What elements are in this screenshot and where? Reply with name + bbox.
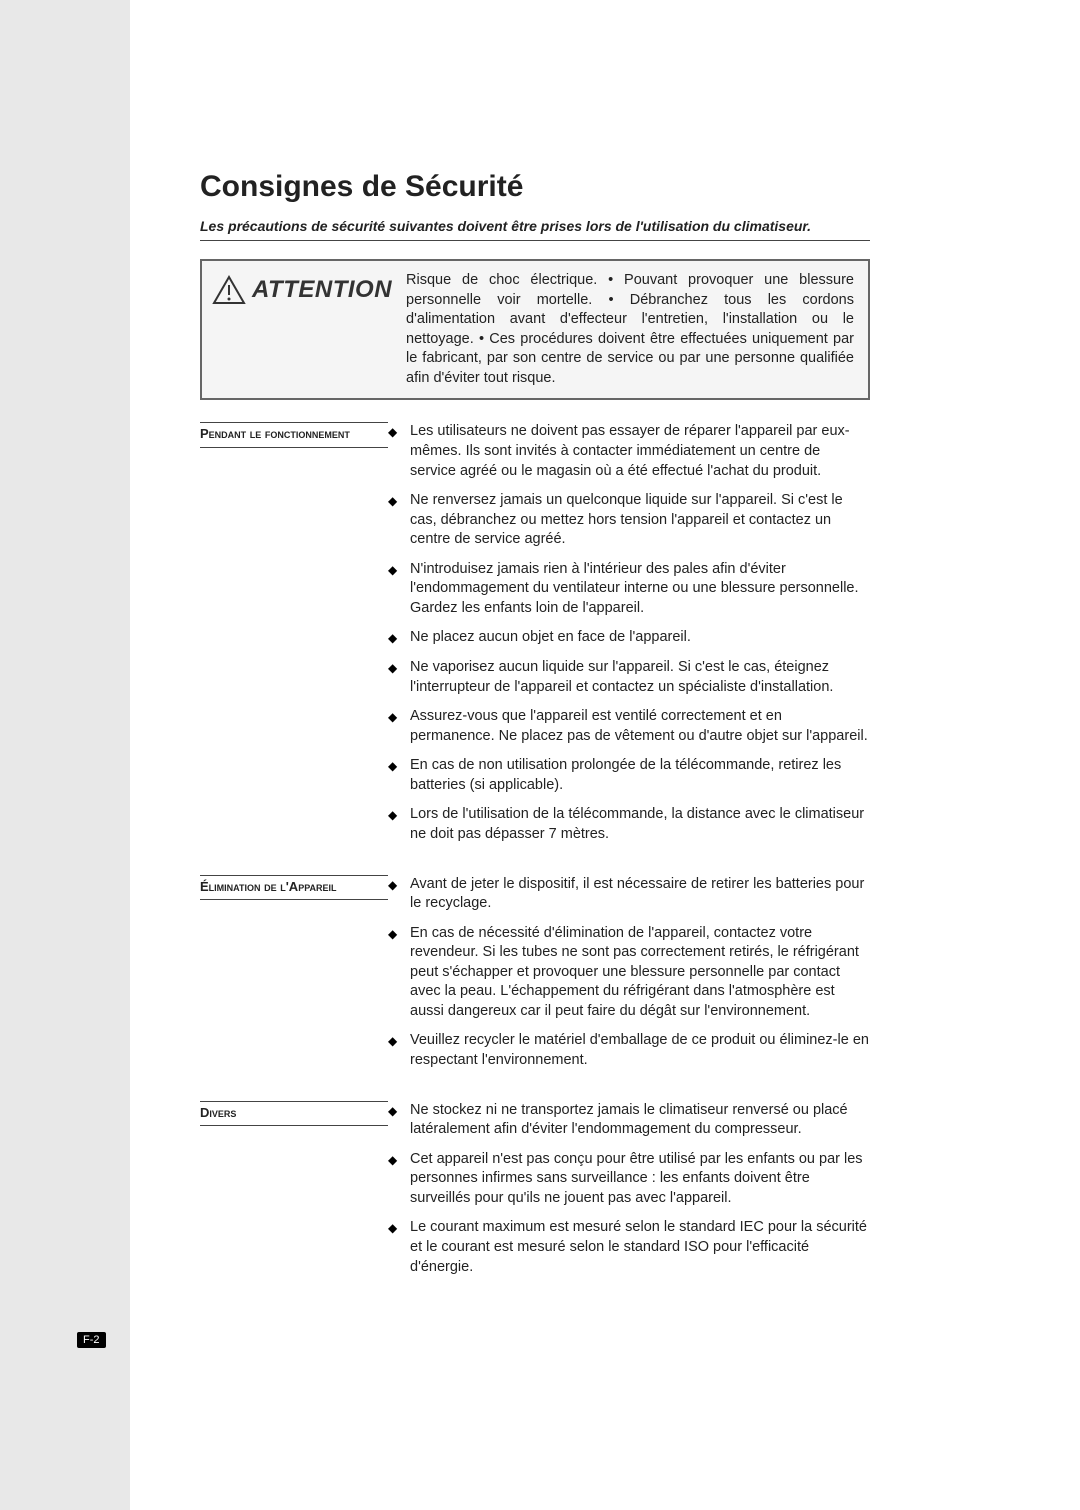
list-item: N'introduisez jamais rien à l'intérieur … <box>388 560 870 619</box>
page-content: Consignes de Sécurité Les précautions de… <box>200 170 870 1307</box>
attention-text: Risque de choc électrique. • Pouvant pro… <box>406 271 854 388</box>
list-item: Ne vaporisez aucun liquide sur l'apparei… <box>388 658 870 697</box>
list-item: En cas de nécessité d'élimination de l'a… <box>388 924 870 1022</box>
title-rule <box>200 240 870 241</box>
warning-triangle-icon <box>212 275 246 305</box>
left-margin-bar <box>0 0 130 1510</box>
page-subtitle: Les précautions de sécurité suivantes do… <box>200 218 870 234</box>
bullet-list: Avant de jeter le dispositif, il est néc… <box>388 875 870 1081</box>
bullet-list: Les utilisateurs ne doivent pas essayer … <box>388 422 870 854</box>
list-item: Lors de l'utilisation de la télécommande… <box>388 805 870 844</box>
attention-word: ATTENTION <box>252 276 392 304</box>
page-number: F-2 <box>77 1332 106 1348</box>
list-item: En cas de non utilisation prolongée de l… <box>388 756 870 795</box>
list-item: Ne placez aucun objet en face de l'appar… <box>388 628 870 648</box>
list-item: Veuillez recycler le matériel d'emballag… <box>388 1031 870 1070</box>
section: Pendant le fonctionnementLes utilisateur… <box>200 422 870 854</box>
section-label: Pendant le fonctionnement <box>200 422 388 447</box>
list-item: Les utilisateurs ne doivent pas essayer … <box>388 422 870 481</box>
section-label: Élimination de l'Appareil <box>200 875 388 900</box>
list-item: Cet appareil n'est pas conçu pour être u… <box>388 1150 870 1209</box>
section: DiversNe stockez ni ne transportez jamai… <box>200 1101 870 1288</box>
attention-box: ATTENTION Risque de choc électrique. • P… <box>200 259 870 400</box>
section: Élimination de l'AppareilAvant de jeter … <box>200 875 870 1081</box>
list-item: Assurez-vous que l'appareil est ventilé … <box>388 707 870 746</box>
list-item: Le courant maximum est mesuré selon le s… <box>388 1218 870 1277</box>
section-label: Divers <box>200 1101 388 1126</box>
list-item: Avant de jeter le dispositif, il est néc… <box>388 875 870 914</box>
attention-label: ATTENTION <box>212 275 392 305</box>
list-item: Ne stockez ni ne transportez jamais le c… <box>388 1101 870 1140</box>
page-title: Consignes de Sécurité <box>200 170 870 204</box>
bullet-list: Ne stockez ni ne transportez jamais le c… <box>388 1101 870 1288</box>
list-item: Ne renversez jamais un quelconque liquid… <box>388 491 870 550</box>
